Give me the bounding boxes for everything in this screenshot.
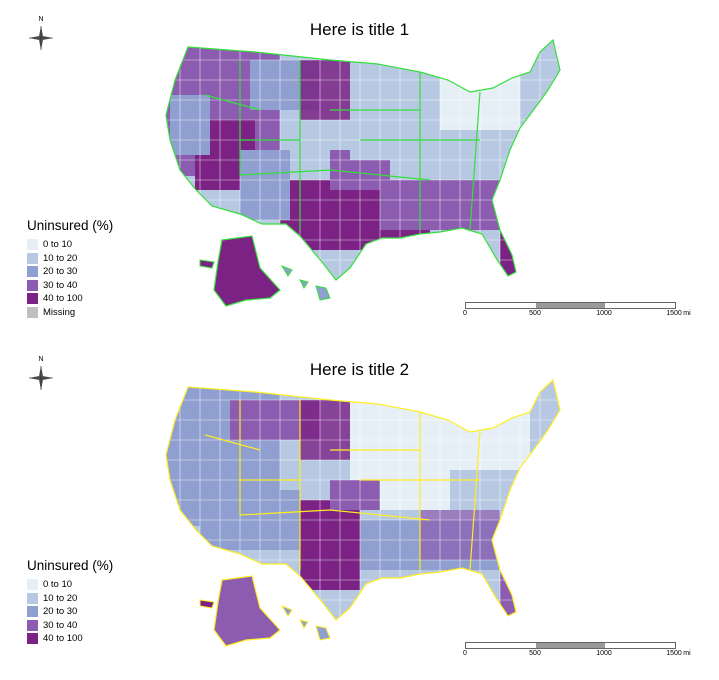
legend-swatch [27, 606, 38, 618]
legend-item: 10 to 20 [27, 252, 113, 266]
state-borders-2 [165, 379, 561, 621]
legend-swatch [27, 633, 38, 645]
map-panel-1: Here is title 1 N Uninsured (%) 0 to 10 … [26, 16, 692, 324]
scale-tick-label: 0 [463, 650, 467, 657]
legend: Uninsured (%) 0 to 10 10 to 20 20 to 30 … [27, 218, 113, 319]
legend-title: Uninsured (%) [27, 558, 114, 573]
scale-bar: 0 500 1000 1500 mi [462, 300, 692, 324]
scale-tick-label: 500 [529, 310, 541, 317]
legend-item: 40 to 100 [27, 632, 113, 646]
legend-title: Uninsured (%) [27, 218, 114, 233]
scale-unit: mi [683, 310, 691, 317]
legend-swatch [27, 279, 38, 291]
legend-swatch [27, 293, 38, 305]
legend-item: 20 to 30 [27, 265, 113, 279]
legend-item: 0 to 10 [27, 238, 113, 252]
legend-swatch [27, 266, 38, 278]
legend-item: 0 to 10 [27, 578, 113, 592]
north-arrow-icon: N [26, 356, 56, 394]
us-choropleth-map-2 [165, 379, 561, 647]
scale-bar-graphic [465, 302, 676, 309]
legend-item: 40 to 100 [27, 292, 113, 306]
scale-tick-label: 1500 [666, 310, 682, 317]
north-arrow-icon: N [26, 16, 56, 54]
legend-item: 30 to 40 [27, 619, 113, 633]
map-title: Here is title 2 [309, 360, 410, 379]
legend-item: 20 to 30 [27, 605, 113, 619]
legend-swatch [27, 579, 38, 591]
scale-tick-label: 1000 [596, 650, 612, 657]
scale-bar: 0 500 1000 1500 mi [462, 640, 692, 664]
scale-unit: mi [683, 650, 691, 657]
scale-bar-graphic [465, 642, 676, 649]
legend-swatch [27, 306, 38, 318]
legend-swatch [27, 592, 38, 604]
legend-item: 30 to 40 [27, 279, 113, 293]
scale-tick-label: 500 [529, 650, 541, 657]
map-title: Here is title 1 [309, 20, 410, 39]
us-choropleth-map-1 [165, 39, 561, 307]
scale-tick-label: 1000 [596, 310, 612, 317]
scale-tick-label: 0 [463, 310, 467, 317]
legend-swatch [27, 239, 38, 251]
state-borders-1 [165, 39, 561, 281]
map-panel-2: Here is title 2 N Uninsured (%) 0 to 10 … [0, 340, 719, 680]
legend-swatch [27, 252, 38, 264]
legend-swatch [27, 619, 38, 631]
legend: Uninsured (%) 0 to 10 10 to 20 20 to 30 … [27, 558, 113, 646]
scale-tick-label: 1500 [666, 650, 682, 657]
legend-item: 10 to 20 [27, 592, 113, 606]
legend-item: Missing [27, 306, 113, 320]
